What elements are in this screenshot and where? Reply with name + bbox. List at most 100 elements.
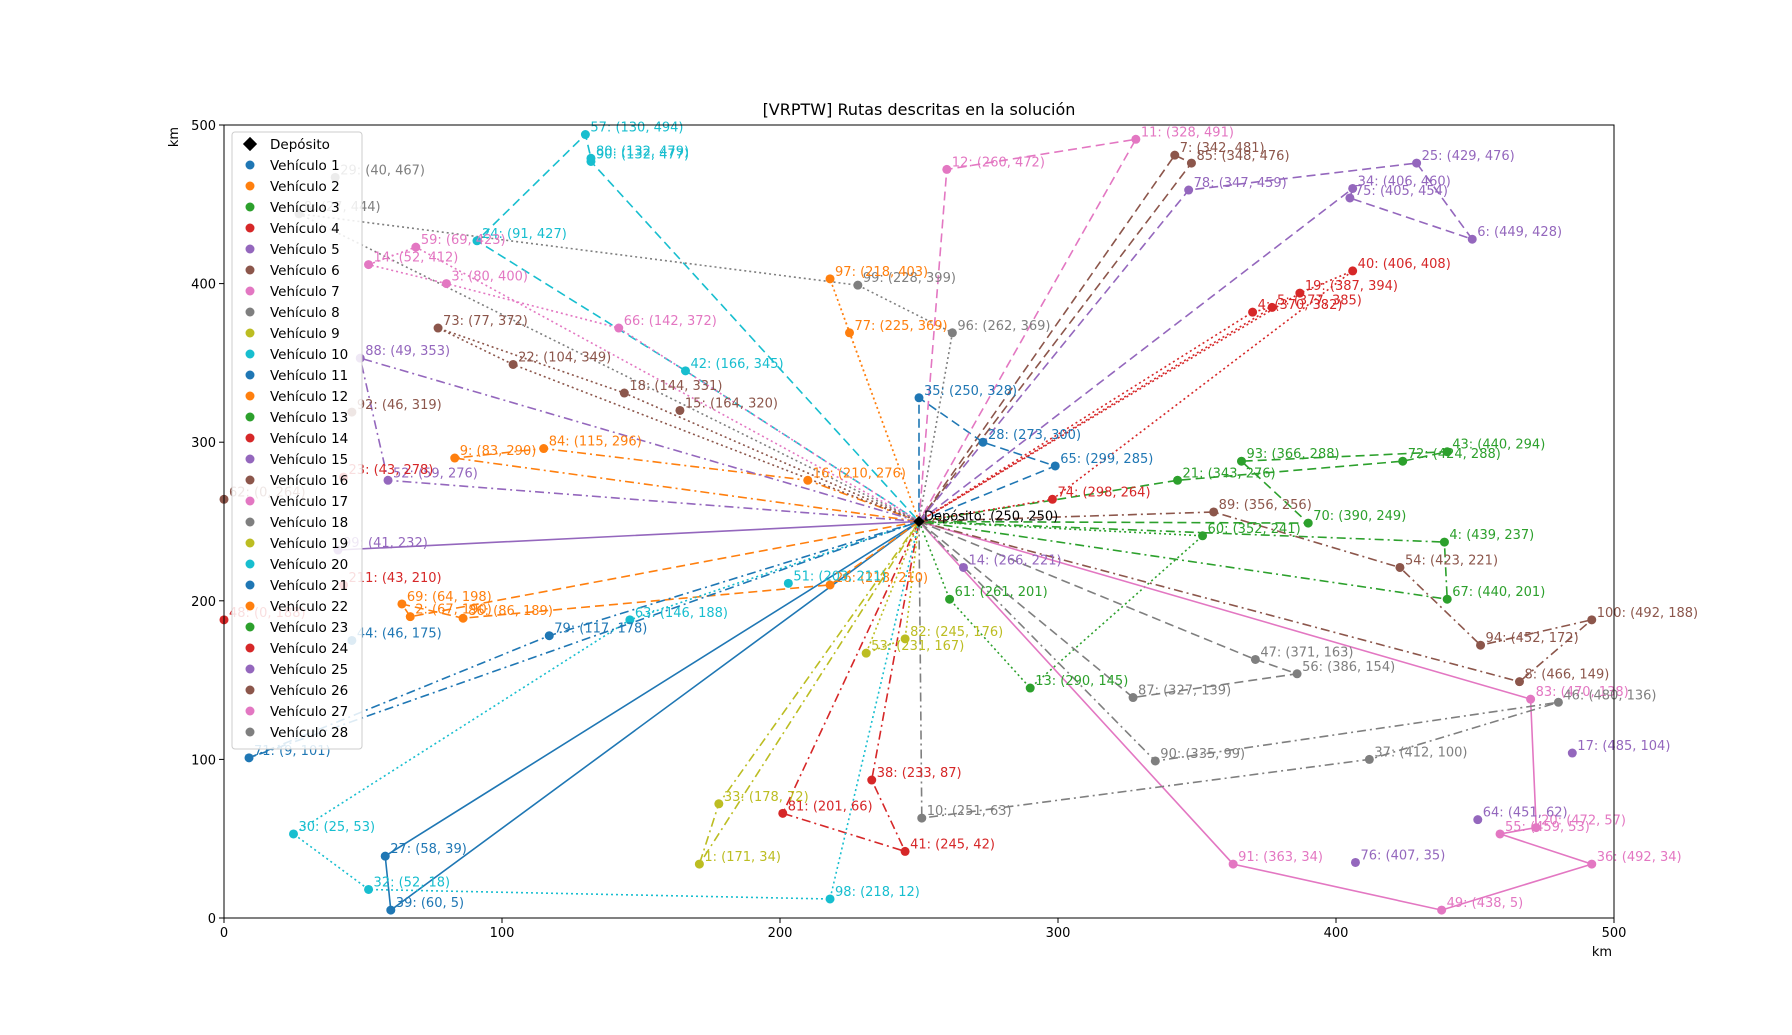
stop-point-73 [433, 323, 443, 333]
stop-label-43: 43: (440, 294) [1452, 438, 1545, 453]
legend-marker-16 [245, 475, 255, 485]
stop-point-38 [867, 775, 877, 785]
stop-label-22: 22: (104, 349) [518, 350, 611, 365]
stop-point-13 [1025, 683, 1035, 693]
stop-point-19 [1295, 288, 1305, 298]
y-tick-label-0: 0 [208, 912, 216, 927]
stop-label-38: 38: (233, 87) [877, 766, 962, 781]
y-tick-label-100: 100 [191, 753, 216, 768]
stop-label-49: 49: (438, 5) [1447, 896, 1524, 911]
stop-point-32 [364, 884, 374, 894]
legend-label-15: Vehículo 15 [270, 452, 348, 468]
extra-label-10: 92: (46, 319) [357, 398, 442, 413]
stop-point-27 [380, 851, 390, 861]
extra-point-0 [1567, 748, 1577, 758]
stop-point-2 [405, 612, 415, 622]
stop-label-1: 1: (171, 34) [704, 850, 781, 865]
route-line-15 [359, 356, 920, 523]
x-axis-label: km [1592, 945, 1612, 960]
stop-label-69: 69: (64, 198) [407, 590, 492, 605]
legend-marker-6 [245, 265, 255, 275]
stop-label-20: 20: (472, 57) [1541, 814, 1626, 829]
stop-label-14: 14: (52, 412) [374, 251, 459, 266]
stop-point-78 [1184, 185, 1194, 195]
route-line-7 [918, 520, 1595, 911]
legend-marker-9 [245, 328, 255, 338]
legend-label-21: Vehículo 21 [270, 578, 348, 594]
extra-label-2: 76: (407, 35) [1360, 848, 1445, 863]
legend-marker-2 [245, 181, 255, 191]
stop-label-28: 28: (273, 300) [988, 428, 1081, 443]
stop-label-63: 63: (146, 188) [635, 606, 728, 621]
stop-label-32: 32: (52, 18) [374, 875, 451, 890]
stop-point-40 [1348, 266, 1358, 276]
stop-label-75: 75: (405, 454) [1355, 184, 1448, 199]
stop-point-10 [917, 813, 927, 823]
points-layer [219, 130, 1597, 915]
stop-point-18 [619, 388, 629, 398]
legend-marker-8 [245, 307, 255, 317]
stop-label-66: 66: (142, 372) [624, 314, 717, 329]
stop-label-91: 91: (363, 34) [1238, 850, 1323, 865]
stop-label-7: 7: (342, 481) [1180, 141, 1265, 156]
stop-label-26: 26: (218, 210) [835, 571, 928, 586]
legend-label-24: Vehículo 24 [270, 641, 348, 657]
legend-marker-27 [245, 706, 255, 716]
legend-marker-19 [245, 538, 255, 548]
legend-label-17: Vehículo 17 [270, 494, 348, 510]
route-line-21 [248, 520, 920, 759]
legend-label-3: Vehículo 3 [270, 200, 340, 216]
stop-label-2: 2: (67, 190) [415, 603, 492, 618]
route-line-16 [437, 327, 920, 523]
stop-point-98 [825, 894, 835, 904]
legend-label-8: Vehículo 8 [270, 305, 340, 321]
point-labels-layer: 27: (58, 39) 39: (60, 5) 2: (67, 190)69: (… [229, 121, 1698, 912]
stop-label-9: 9: (83, 290) [460, 444, 537, 459]
stop-label-41: 41: (245, 42) [910, 837, 995, 852]
stop-label-94: 94: (452, 172) [1486, 631, 1579, 646]
stop-label-84: 84: (115, 296) [549, 435, 642, 450]
stop-point-96 [947, 328, 957, 338]
y-tick-label-300: 300 [191, 436, 216, 451]
stop-point-21 [1173, 475, 1183, 485]
legend-label-16: Vehículo 16 [270, 473, 348, 489]
stop-point-56 [1292, 669, 1302, 679]
legend-marker-7 [245, 286, 255, 296]
stop-point-77 [845, 328, 854, 338]
stop-label-11: 11: (328, 491) [1141, 125, 1234, 140]
stop-label-8: 8: (466, 149) [1524, 668, 1609, 683]
legend-label-27: Vehículo 27 [270, 704, 348, 720]
route-line-27 [918, 138, 1138, 522]
legend-marker-26 [245, 685, 255, 695]
stop-label-10: 10: (251, 63) [927, 804, 1012, 819]
legend-box [231, 131, 363, 750]
stop-label-46: 46: (480, 136) [1563, 688, 1656, 703]
stop-point-90 [586, 156, 596, 166]
route-line-9 [698, 521, 920, 865]
legend-label-6: Vehículo 6 [270, 263, 340, 279]
stop-label-39: 39: (60, 5) [396, 896, 464, 911]
stop-label-40: 40: (406, 408) [1358, 257, 1451, 272]
stop-point-59 [411, 242, 421, 252]
stop-label-37: 37: (412, 100) [1374, 745, 1467, 760]
x-tick-label-400: 400 [1324, 926, 1349, 941]
stop-point-6 [1467, 234, 1477, 244]
legend-marker-14 [245, 433, 255, 443]
stop-point-61 [945, 594, 955, 604]
stop-label-27: 27: (58, 39) [390, 842, 467, 857]
stop-point-83 [1526, 694, 1536, 704]
legend-marker-25 [245, 664, 255, 674]
stop-point-99 [853, 280, 863, 290]
legend-label-1: Vehículo 1 [270, 158, 340, 174]
extra-point-5 [958, 562, 968, 572]
stop-point-57 [580, 130, 590, 140]
stop-point-39 [386, 905, 396, 915]
stop-label-42: 42: (166, 345) [690, 357, 783, 372]
legend-label-20: Vehículo 20 [270, 557, 348, 573]
route-line-11 [918, 396, 1058, 523]
legend-label-9: Vehículo 9 [270, 326, 340, 342]
route-line-14 [918, 270, 1354, 523]
stop-point-30 [289, 829, 298, 839]
extra-label-1: 64: (451, 62) [1483, 806, 1568, 821]
extra-label-11: 44: (46, 175) [357, 626, 442, 641]
